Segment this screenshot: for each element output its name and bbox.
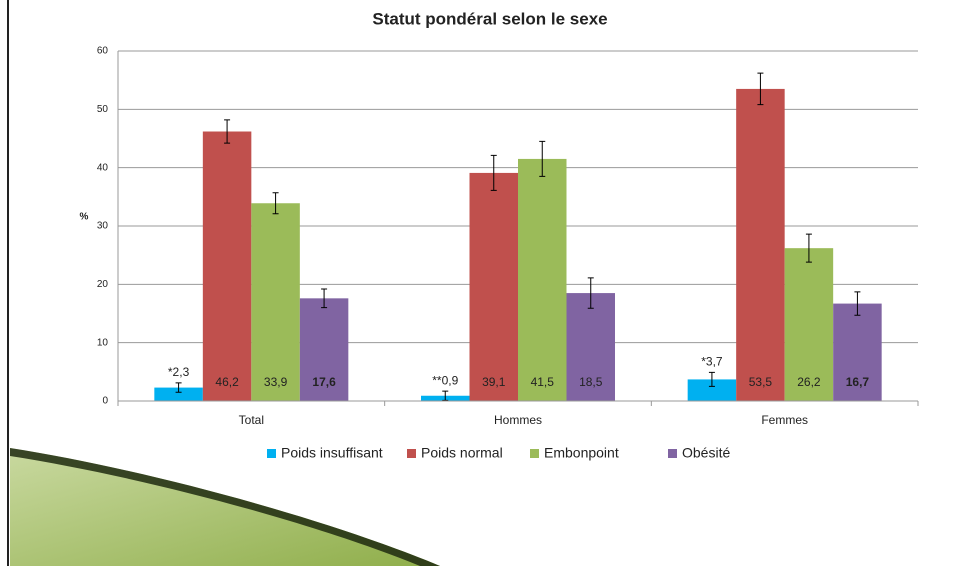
chart-title: Statut pondéral selon le sexe: [372, 9, 607, 28]
data-label: 41,5: [531, 375, 555, 389]
bar: [518, 159, 567, 401]
y-tick-label: 30: [97, 221, 109, 232]
legend-swatch: [407, 449, 416, 458]
y-tick-label: 0: [102, 396, 108, 407]
y-tick-label: 40: [97, 162, 109, 173]
y-tick-label: 50: [97, 104, 109, 115]
legend-swatch: [530, 449, 539, 458]
x-tick-label: Femmes: [761, 413, 808, 427]
y-tick-label: 10: [97, 337, 109, 348]
y-tick-label: 20: [97, 279, 109, 290]
data-label: *2,3: [168, 365, 190, 379]
legend-label: Embonpoint: [544, 445, 619, 461]
y-tick-label: 60: [97, 46, 109, 57]
bar: [251, 203, 299, 401]
legend-label: Poids insuffisant: [281, 445, 383, 461]
data-label: 39,1: [482, 375, 506, 389]
bar: [470, 173, 519, 401]
legend-label: Obésité: [682, 445, 730, 461]
legend-label: Poids normal: [421, 445, 503, 461]
x-tick-label: Hommes: [494, 413, 542, 427]
chart: Statut pondéral selon le sexe % 0 10 20 30 4…: [0, 0, 973, 566]
data-label: 18,5: [579, 375, 603, 389]
data-label: *3,7: [701, 355, 723, 369]
y-axis-label: %: [80, 212, 89, 223]
bar: [736, 89, 785, 401]
data-label: 17,6: [312, 375, 336, 389]
data-label: 16,7: [846, 375, 870, 389]
data-label: 26,2: [797, 375, 821, 389]
data-label: 33,9: [264, 375, 288, 389]
data-label: 53,5: [749, 375, 773, 389]
bar: [203, 132, 252, 402]
legend-swatch: [668, 449, 677, 458]
data-label: 46,2: [215, 375, 239, 389]
legend-swatch: [267, 449, 276, 458]
x-tick-label: Total: [239, 413, 264, 427]
data-label: **0,9: [432, 373, 458, 387]
